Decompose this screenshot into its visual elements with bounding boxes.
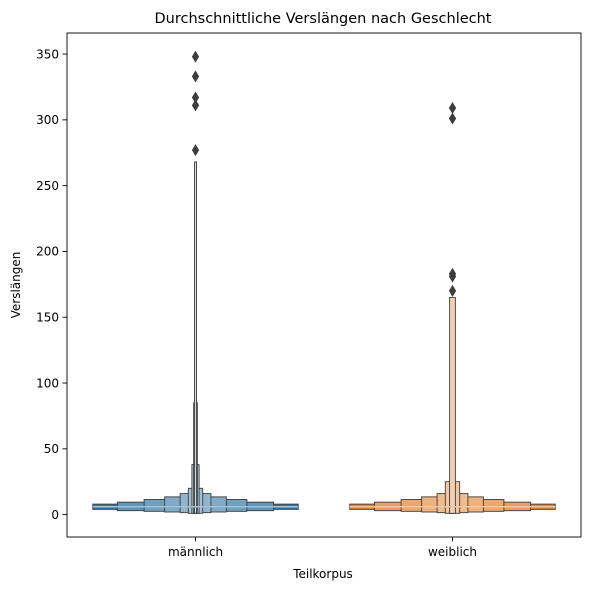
chart-title: Durchschnittliche Verslängen nach Geschl… — [155, 11, 492, 27]
y-tick-label-250: 250 — [36, 179, 59, 193]
x-axis-label: Teilkorpus — [292, 567, 353, 581]
y-tick-label-0: 0 — [51, 508, 59, 522]
plot-area — [92, 50, 556, 514]
outlier-point-männlich-1 — [191, 99, 200, 112]
x-tick-label-weiblich: weiblich — [428, 545, 477, 559]
boxen-level-männlich-8 — [194, 161, 197, 514]
outlier-point-männlich-0 — [191, 144, 200, 157]
outlier-point-weiblich-3 — [448, 112, 457, 125]
outlier-point-weiblich-4 — [448, 101, 457, 115]
outlier-point-männlich-2 — [191, 91, 200, 104]
outlier-point-männlich-4 — [191, 50, 200, 63]
y-tick-label-50: 50 — [44, 442, 59, 456]
y-tick-label-350: 350 — [36, 47, 59, 61]
series-männlich — [92, 50, 299, 514]
outlier-point-weiblich-2 — [448, 267, 457, 280]
series-weiblich — [349, 101, 556, 514]
x-tick-label-männlich: männlich — [168, 545, 223, 559]
y-tick-label-300: 300 — [36, 113, 59, 127]
y-axis: 0 50 100 150 200 250 300 350 — [36, 47, 67, 522]
y-axis-label: Verslängen — [9, 252, 23, 319]
x-axis: männlich weiblich — [168, 537, 477, 559]
outlier-point-männlich-3 — [191, 70, 200, 83]
y-tick-label-150: 150 — [36, 311, 59, 325]
boxen-level-weiblich-6 — [449, 297, 456, 514]
y-tick-label-100: 100 — [36, 376, 59, 390]
outlier-point-weiblich-0 — [448, 284, 457, 298]
axes-frame — [66, 32, 582, 538]
y-tick-label-200: 200 — [36, 245, 59, 259]
